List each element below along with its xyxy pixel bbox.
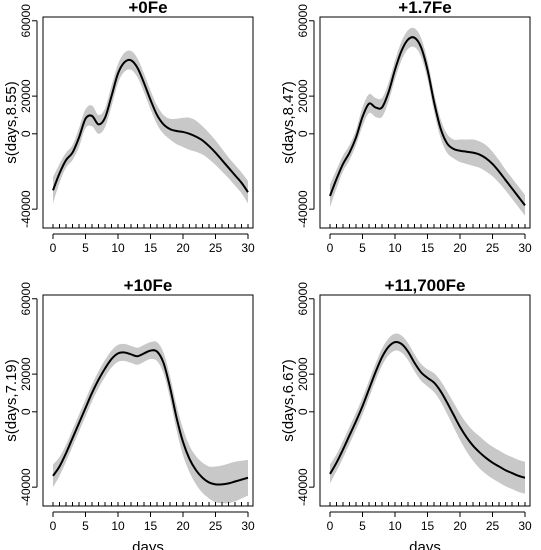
- y-tick-label: 20000: [19, 79, 33, 113]
- x-tick-label: 10: [111, 519, 125, 533]
- panel-title: +10Fe: [124, 276, 173, 295]
- x-tick-label: 30: [518, 519, 532, 533]
- x-tick-label: 20: [453, 241, 467, 255]
- y-axis-label: s(days,8.55): [3, 81, 20, 164]
- y-tick-label: 20000: [296, 79, 310, 113]
- panel-title: +1.7Fe: [398, 0, 451, 17]
- x-tick-label: 20: [453, 519, 467, 533]
- panel-4: +11,700Fe 0 5 10 15 20 25 30 -40000 0 20000 60000 s(…: [280, 276, 532, 550]
- confidence-band: [330, 27, 525, 216]
- x-tick-label: 10: [388, 519, 402, 533]
- x-tick-label: 0: [327, 241, 334, 255]
- y-axis-label: s(days,6.67): [280, 359, 297, 442]
- plot-frame: [319, 294, 531, 507]
- x-tick-label: 0: [50, 241, 57, 255]
- y-tick-label: 0: [296, 130, 310, 137]
- y-tick-label: 60000: [296, 282, 310, 316]
- x-tick-label: 30: [241, 519, 255, 533]
- x-tick-label: 5: [359, 241, 366, 255]
- x-tick-label: 25: [209, 241, 223, 255]
- confidence-band: [53, 341, 248, 504]
- x-tick-label: 15: [421, 519, 435, 533]
- smooth-fit-line: [52, 349, 249, 486]
- panel-title: +11,700Fe: [385, 276, 466, 295]
- y-tick-label: 0: [19, 408, 33, 415]
- x-tick-label: 5: [82, 519, 89, 533]
- x-tick-label: 20: [176, 519, 190, 533]
- y-tick-label: 0: [19, 130, 33, 137]
- y-tick-label: -40000: [296, 190, 310, 228]
- x-tick-label: 30: [518, 241, 532, 255]
- y-axis-label: s(days,7.19): [3, 359, 20, 442]
- smooth-fit-line: [329, 340, 526, 479]
- x-tick-label: 10: [388, 241, 402, 255]
- x-axis-label: days: [409, 539, 441, 550]
- plot-frame: [42, 16, 254, 229]
- panel-title: +0Fe: [128, 0, 167, 17]
- x-tick-label: 20: [176, 241, 190, 255]
- y-axis-label: s(days,8.47): [280, 81, 297, 164]
- confidence-band: [330, 333, 525, 494]
- x-tick-label: 15: [144, 241, 158, 255]
- y-tick-label: -40000: [296, 468, 310, 506]
- plot-frame: [319, 16, 531, 229]
- x-tick-label: 0: [50, 519, 57, 533]
- x-tick-label: 5: [359, 519, 366, 533]
- x-tick-label: 0: [327, 519, 334, 533]
- x-tick-label: 5: [82, 241, 89, 255]
- y-tick-label: 60000: [19, 282, 33, 316]
- y-tick-label: 60000: [296, 4, 310, 38]
- y-tick-label: 20000: [19, 357, 33, 391]
- y-tick-label: 60000: [19, 4, 33, 38]
- y-tick-label: -40000: [19, 468, 33, 506]
- panel-2: +1.7Fe 0 5 10 15 20 25 30 -40000 0 20000 60000 s(day…: [280, 0, 532, 255]
- x-tick-label: 30: [241, 241, 255, 255]
- x-tick-label: 25: [486, 241, 500, 255]
- x-tick-label: 25: [209, 519, 223, 533]
- y-tick-label: 0: [296, 408, 310, 415]
- smooth-fit-line: [52, 58, 249, 193]
- smooth-fit-line: [329, 36, 526, 206]
- panel-3: +10Fe 0 5 10 15 20 25 30 -40000 0 20000 60000 s(days…: [3, 276, 255, 550]
- x-tick-label: 15: [144, 519, 158, 533]
- x-tick-label: 10: [111, 241, 125, 255]
- x-tick-label: 25: [486, 519, 500, 533]
- x-tick-label: 15: [421, 241, 435, 255]
- plot-frame: [42, 294, 254, 507]
- x-axis-label: days: [132, 539, 164, 550]
- y-tick-label: -40000: [19, 190, 33, 228]
- y-tick-label: 20000: [296, 357, 310, 391]
- panel-1: +0Fe 0 5 10 15 20 25 30 -40000 0 20000 60000 s(days,…: [3, 0, 255, 255]
